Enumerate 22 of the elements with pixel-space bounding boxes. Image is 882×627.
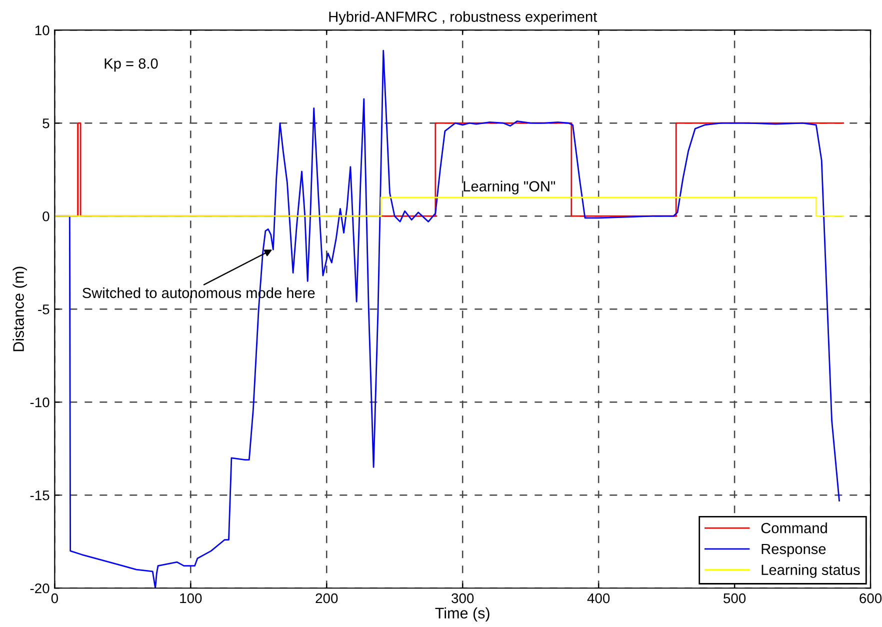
x-tick-label: 100 <box>180 593 202 604</box>
x-axis-title: Time (s) <box>435 607 490 622</box>
legend-label: Learning status <box>762 564 860 578</box>
annotation: Learning "ON" <box>464 180 556 194</box>
y-tick-label: -15 <box>30 490 50 500</box>
x-tick-label: 600 <box>860 593 882 604</box>
x-tick-label: 200 <box>316 593 338 604</box>
y-tick-label: 10 <box>35 25 50 36</box>
x-tick-label: 400 <box>587 593 610 604</box>
y-tick-label: 5 <box>42 118 50 128</box>
y-tick-label: -20 <box>30 583 50 594</box>
x-tick-label: 0 <box>51 593 58 604</box>
legend-label: Command <box>761 522 827 534</box>
y-axis-title: Distance (m) <box>12 266 27 352</box>
x-tick-label: 500 <box>724 593 746 604</box>
annotation: Kp = 8.0 <box>104 58 158 72</box>
y-tick-label: -10 <box>30 397 50 408</box>
y-tick-label: -5 <box>38 304 50 314</box>
x-tick-label: 300 <box>452 593 474 604</box>
chart-title: Hybrid-ANFMRC , robustness experiment <box>329 11 598 25</box>
legend-label: Response <box>762 544 826 558</box>
y-tick-label: 0 <box>42 211 50 222</box>
